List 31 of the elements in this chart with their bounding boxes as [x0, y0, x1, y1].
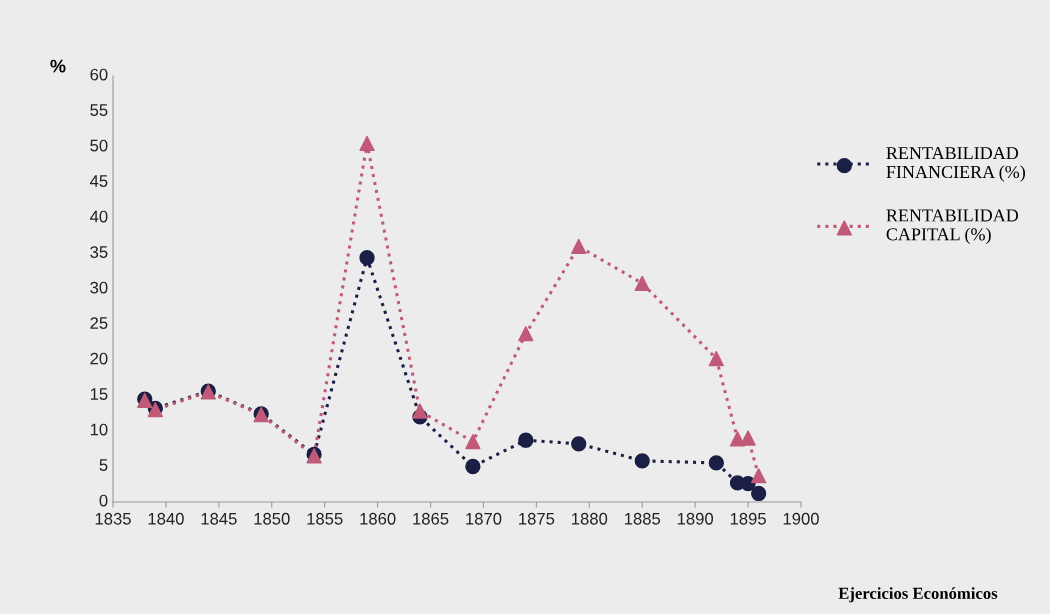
x-tick-label: 1855	[307, 512, 343, 525]
x-tick-label: 1890	[677, 512, 714, 525]
x-tick-label: 1840	[148, 512, 184, 525]
y-tick-label: 15	[90, 388, 108, 400]
y-tick-label: 0	[99, 494, 108, 507]
legend-label: RENTABILIDAD FINANCIERA (%)	[886, 147, 1025, 182]
x-tick-label: 1870	[466, 512, 502, 525]
y-tick-label: 60	[90, 68, 108, 81]
y-tick-label: 55	[90, 104, 108, 116]
y-tick-label: 10	[90, 423, 108, 436]
x-tick-label: 1845	[201, 512, 237, 525]
y-tick-label: 25	[90, 317, 108, 329]
y-tick-label: 5	[99, 459, 108, 471]
x-tick-label: 1835	[95, 512, 131, 525]
x-tick-label: 1885	[624, 512, 661, 525]
y-axis-title: %	[50, 59, 66, 73]
y-tick-label: 40	[89, 210, 108, 223]
x-tick-label: 1880	[572, 512, 608, 525]
x-tick-label: 1850	[254, 512, 290, 525]
y-tick-label: 35	[90, 246, 108, 258]
x-tick-label: 1860	[360, 512, 396, 525]
x-axis-title: Ejercicios Económicos	[838, 587, 998, 603]
y-tick-label: 45	[89, 175, 108, 187]
legend-label: RENTABILIDAD CAPITAL (%)	[886, 209, 1019, 245]
x-tick-label: 1900	[783, 512, 819, 525]
y-tick-label: 20	[90, 352, 108, 365]
x-tick-label: 1865	[413, 512, 449, 525]
x-tick-label: 1895	[730, 512, 766, 525]
y-tick-label: 30	[90, 281, 108, 294]
y-tick-label: 50	[90, 139, 108, 152]
x-tick-label: 1875	[519, 512, 555, 525]
